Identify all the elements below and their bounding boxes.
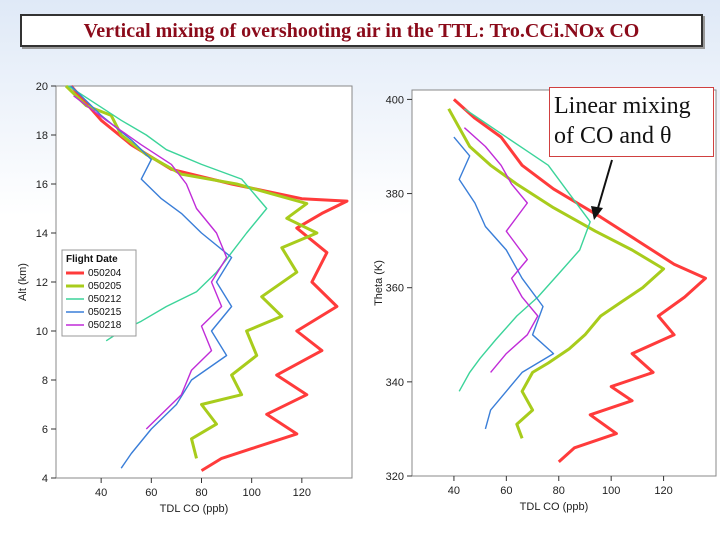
callout-line-1: Linear mixing bbox=[554, 93, 691, 119]
y-tick-label: 360 bbox=[386, 283, 404, 295]
callout-arrow bbox=[591, 159, 613, 220]
legend-item-050212: 050212 bbox=[88, 294, 122, 305]
x-tick-label: 120 bbox=[293, 487, 311, 499]
legend-box bbox=[61, 249, 137, 337]
x-tick-label: 120 bbox=[654, 485, 672, 497]
y-axis-label: Alt (km) bbox=[17, 263, 29, 301]
x-tick-label: 80 bbox=[195, 487, 207, 499]
x-tick-label: 40 bbox=[448, 485, 460, 497]
series-line-050204 bbox=[69, 85, 349, 472]
x-axis-label: TDL CO (ppb) bbox=[520, 501, 589, 513]
legend: Flight Date 050204 050205 050212 050215 05021… bbox=[61, 249, 137, 337]
x-tick-label: 40 bbox=[95, 487, 107, 499]
y-tick-label: 20 bbox=[36, 81, 48, 93]
series-line-050218 bbox=[73, 95, 228, 430]
y-tick-label: 340 bbox=[386, 377, 404, 389]
callout-line-2: of CO and θ bbox=[554, 123, 672, 149]
y-tick-label: 6 bbox=[42, 424, 48, 436]
series-line-050212 bbox=[68, 85, 268, 342]
x-tick-label: 60 bbox=[145, 487, 157, 499]
title-box: Vertical mixing of overshooting air in t… bbox=[20, 14, 703, 47]
x-axis-label: TDL CO (ppb) bbox=[160, 503, 229, 515]
series-line-050204 bbox=[452, 98, 707, 464]
left-chart: 4 6 8 10 12 14 16 18 20 40 60 80 100 120 TDL CO (ppb) A… bbox=[17, 81, 353, 515]
x-tick-label: 100 bbox=[602, 485, 620, 497]
series-line-050205 bbox=[64, 84, 319, 459]
y-tick-label: 380 bbox=[386, 189, 404, 201]
y-tick-label: 8 bbox=[42, 375, 48, 387]
series-line-050212 bbox=[458, 108, 591, 392]
legend-item-050204: 050204 bbox=[88, 268, 122, 279]
x-tick-label: 80 bbox=[553, 485, 565, 497]
y-tick-label: 400 bbox=[386, 94, 404, 106]
callout-arrow-shaft bbox=[597, 159, 613, 209]
callout-arrow-head bbox=[591, 206, 603, 220]
y-axis-label: Theta (K) bbox=[373, 260, 385, 306]
y-tick-label: 10 bbox=[36, 326, 48, 338]
series-line-050215 bbox=[70, 85, 233, 469]
x-tick-label: 100 bbox=[242, 487, 260, 499]
y-tick-label: 18 bbox=[36, 130, 48, 142]
y-tick-label: 320 bbox=[386, 471, 404, 483]
y-tick-label: 12 bbox=[36, 277, 48, 289]
y-tick-label: 16 bbox=[36, 179, 48, 191]
legend-item-050205: 050205 bbox=[88, 281, 122, 292]
legend-item-050215: 050215 bbox=[88, 307, 122, 318]
x-tick-label: 60 bbox=[500, 485, 512, 497]
series-line-050215 bbox=[453, 136, 555, 430]
linear-mixing-callout: Linear mixing of CO and θ bbox=[549, 87, 714, 157]
legend-title: Flight Date bbox=[66, 254, 118, 265]
series-line-050205 bbox=[447, 108, 666, 439]
legend-item-050218: 050218 bbox=[88, 320, 122, 331]
y-tick-label: 14 bbox=[36, 228, 48, 240]
slide-title: Vertical mixing of overshooting air in t… bbox=[83, 20, 640, 42]
series-line-050218 bbox=[463, 127, 539, 373]
y-tick-label: 4 bbox=[42, 473, 48, 485]
